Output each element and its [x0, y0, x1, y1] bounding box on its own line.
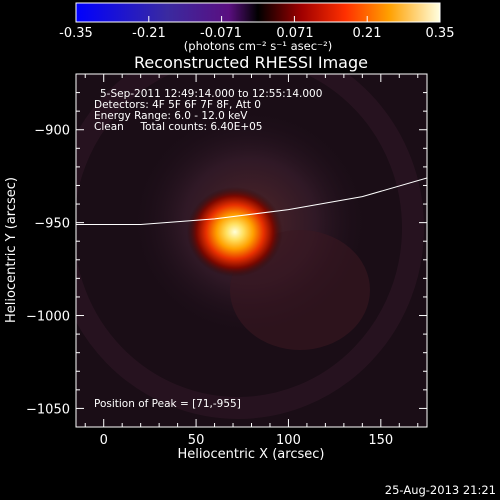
- colorbar-tick-5: 0.35: [426, 26, 455, 41]
- y-tick-label: −950: [34, 217, 70, 232]
- y-axis-ticks: −900 −950 −1000 −1050: [26, 73, 427, 428]
- colorbar-tick-0: -0.35: [59, 26, 93, 41]
- x-tick-label: 150: [368, 433, 393, 448]
- colorbar-tick-2: -0.071: [200, 26, 242, 41]
- generation-timestamp: 25-Aug-2013 21:21: [385, 483, 496, 497]
- solar-limb-line: [76, 177, 427, 225]
- ring-artifact: [76, 74, 424, 419]
- colorbar-units: (photons cm⁻² s⁻¹ asec⁻²): [184, 39, 332, 53]
- colorbar-tick-1: -0.21: [132, 26, 166, 41]
- flare-source: [186, 186, 283, 277]
- info-time-range: 5-Sep-2011 12:49:14.000 to 12:55:14.000: [100, 88, 322, 100]
- colorbar-tick-3: 0.071: [276, 26, 313, 41]
- info-detectors: Detectors: 4F 5F 6F 7F 8F, Att 0: [94, 99, 261, 111]
- colorbar: -0.35 -0.21 -0.071 0.071 0.21 0.35 (phot…: [59, 2, 455, 53]
- x-tick-label: 100: [276, 433, 301, 448]
- x-tick-label: 50: [188, 433, 205, 448]
- y-axis-label: Heliocentric Y (arcsec): [4, 177, 19, 323]
- chart-title: Reconstructed RHESSI Image: [134, 53, 368, 72]
- colorbar-gradient: [75, 2, 441, 23]
- colorbar-ticks: [75, 16, 441, 22]
- peak-position: Position of Peak = [71,-955]: [94, 398, 241, 410]
- x-tick-label: 0: [100, 433, 108, 448]
- info-counts: Clean Total counts: 6.40E+05: [94, 121, 263, 133]
- observation-info: 5-Sep-2011 12:49:14.000 to 12:55:14.000 …: [94, 88, 322, 410]
- x-axis-ticks: 0 50 100 150: [84, 74, 419, 448]
- y-tick-label: −1000: [26, 310, 70, 325]
- x-axis-label: Heliocentric X (arcsec): [178, 447, 325, 462]
- y-tick-label: −900: [34, 124, 70, 139]
- plot-area: 0 50 100 150 −900 −950 −1000 −1050: [26, 73, 428, 448]
- colorbar-tick-4: 0.21: [353, 26, 382, 41]
- y-tick-label: −1050: [26, 402, 70, 417]
- info-energy-range: Energy Range: 6.0 - 12.0 keV: [94, 110, 248, 122]
